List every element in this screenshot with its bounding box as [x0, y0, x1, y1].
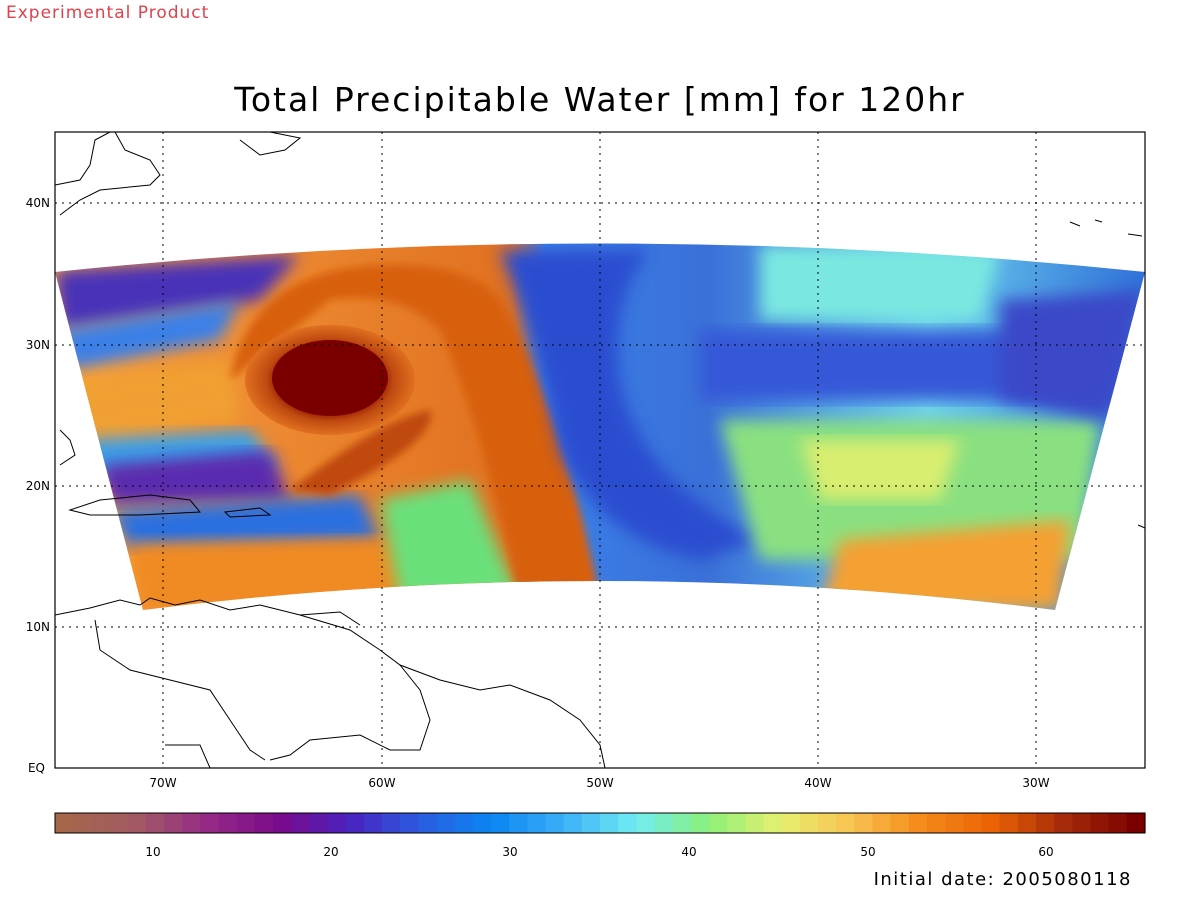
colorbar-cell — [981, 813, 1001, 833]
latitude-axis: 40N 30N 20N 10N EQ — [26, 196, 50, 775]
chart-title: Total Precipitable Water [mm] for 120hr — [234, 80, 966, 119]
colorbar-cell — [345, 813, 365, 833]
colorbar-cell — [309, 813, 329, 833]
lon-label-60w: 60W — [368, 776, 395, 790]
colorbar-cell — [509, 813, 528, 833]
colorbar-cell — [218, 813, 238, 833]
colorbar-tick-40: 40 — [681, 845, 696, 859]
lon-label-50w: 50W — [586, 776, 613, 790]
colorbar-cell — [927, 813, 946, 833]
colorbar-cell — [55, 813, 74, 833]
colorbar-cell — [527, 813, 547, 833]
colorbar-cell — [400, 813, 419, 833]
colorbar-cell — [1090, 813, 1110, 833]
lat-label-20n: 20N — [26, 479, 50, 493]
coastlines — [55, 132, 1145, 768]
lon-label-70w: 70W — [149, 776, 176, 790]
colorbar-cell — [363, 813, 383, 833]
colorbar-cell — [563, 813, 583, 833]
colorbar-frame — [54, 812, 1146, 834]
initial-date-label: Initial date: 2005080118 — [873, 869, 1132, 890]
lat-label-10n: 10N — [26, 620, 50, 634]
colorbar-cell — [236, 813, 256, 833]
colorbar-cell — [1036, 813, 1055, 833]
colorbar-cell — [690, 813, 710, 833]
colorbar-tick-60: 60 — [1038, 845, 1053, 859]
lat-label-eq: EQ — [28, 761, 45, 775]
colorbar-cell — [127, 813, 147, 833]
experimental-product-banner: Experimental Product — [6, 3, 210, 23]
colorbar-tick-10: 10 — [145, 845, 160, 859]
colorbar-cell — [654, 813, 674, 833]
plot-frame — [54, 131, 1146, 769]
colorbar-cell — [1054, 813, 1073, 833]
colorbar-cell — [1126, 813, 1146, 833]
colorbar-cell — [109, 813, 129, 833]
colorbar-cell — [999, 813, 1019, 833]
longitude-axis: 70W 60W 50W 40W 30W — [149, 776, 1049, 790]
colorbar-tick-50: 50 — [860, 845, 875, 859]
precipitable-water-field — [55, 243, 1145, 610]
lat-label-30n: 30N — [26, 338, 50, 352]
colorbar: 10 20 30 40 50 60 — [54, 812, 1146, 859]
colorbar-cell — [273, 813, 292, 833]
colorbar-cell — [581, 813, 601, 833]
lon-label-40w: 40W — [804, 776, 831, 790]
colorbar-cell — [1072, 813, 1092, 833]
colorbar-cell — [91, 813, 111, 833]
colorbar-cell — [1108, 813, 1128, 833]
colorbar-cell — [709, 813, 728, 833]
colorbar-cell — [491, 813, 510, 833]
colorbar-tick-20: 20 — [323, 845, 338, 859]
colorbar-cell — [164, 813, 183, 833]
colorbar-cell — [818, 813, 837, 833]
colorbar-cell — [327, 813, 347, 833]
map-grid — [55, 132, 1145, 768]
colorbar-cell — [672, 813, 692, 833]
colorbar-cell — [73, 813, 92, 833]
colorbar-cell — [545, 813, 565, 833]
colorbar-cell — [454, 813, 474, 833]
colorbar-cell — [799, 813, 819, 833]
colorbar-cell — [418, 813, 438, 833]
colorbar-cell — [618, 813, 637, 833]
colorbar-cell — [908, 813, 928, 833]
colorbar-cell — [254, 813, 274, 833]
colorbar-cell — [963, 813, 983, 833]
colorbar-cell — [472, 813, 492, 833]
colorbar-tick-30: 30 — [502, 845, 517, 859]
colorbar-cell — [727, 813, 746, 833]
colorbar-cell — [890, 813, 910, 833]
colorbar-cell — [1017, 813, 1037, 833]
colorbar-cell — [945, 813, 964, 833]
colorbar-cell — [854, 813, 874, 833]
colorbar-cell — [636, 813, 656, 833]
colorbar-ticks: 10 20 30 40 50 60 — [145, 845, 1053, 859]
colorbar-cell — [600, 813, 619, 833]
colorbar-cell — [382, 813, 401, 833]
colorbar-cell — [291, 813, 310, 833]
colorbar-cells — [55, 813, 1146, 833]
colorbar-cell — [763, 813, 783, 833]
colorbar-cell — [836, 813, 855, 833]
colorbar-cell — [145, 813, 165, 833]
lon-label-30w: 30W — [1022, 776, 1049, 790]
colorbar-cell — [436, 813, 456, 833]
lat-label-40n: 40N — [26, 196, 50, 210]
colorbar-cell — [182, 813, 201, 833]
colorbar-cell — [781, 813, 801, 833]
colorbar-cell — [872, 813, 892, 833]
colorbar-cell — [200, 813, 220, 833]
colorbar-cell — [745, 813, 765, 833]
